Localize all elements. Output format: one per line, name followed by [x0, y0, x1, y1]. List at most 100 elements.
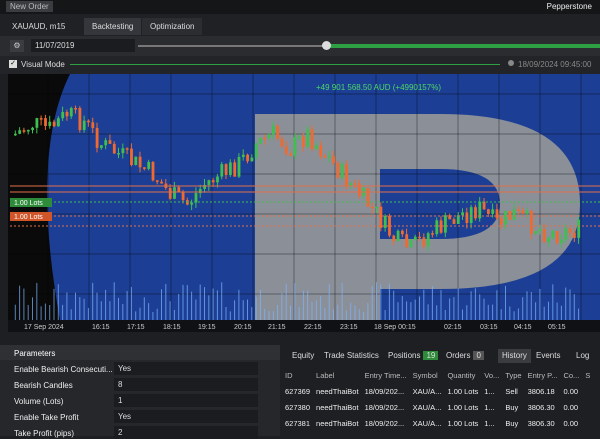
candle-body	[155, 180, 159, 182]
candle-body	[439, 220, 443, 233]
candle-body	[306, 129, 310, 147]
candle-body	[499, 218, 503, 225]
candle-body	[69, 107, 73, 117]
cell: Buy	[505, 402, 519, 412]
result-tab[interactable]: History	[498, 349, 531, 363]
candle-body	[392, 235, 396, 242]
cell: 0.00	[563, 386, 579, 396]
candle-body	[284, 146, 288, 154]
candle-body	[375, 206, 378, 209]
candle-body	[495, 209, 499, 219]
param-value[interactable]: 1	[114, 394, 258, 407]
candle-body	[220, 164, 224, 177]
candle-body	[370, 206, 374, 209]
candle-body	[48, 121, 52, 126]
param-name: Bearish Candles	[14, 381, 73, 390]
x-tick-label: 02:15	[444, 324, 462, 331]
candle-body	[530, 211, 533, 234]
x-tick-label: 03:15	[480, 324, 498, 331]
candle-body	[78, 108, 82, 131]
table-row[interactable]: 627369 needThaiBot 18/09/202... XAU/A... 1.0…	[282, 383, 593, 399]
progress-line	[70, 64, 500, 65]
result-tab[interactable]: Log	[576, 351, 590, 360]
x-tick-label: 05:15	[548, 324, 566, 331]
x-tick-label: 16:15	[92, 324, 110, 331]
cell: 627380	[285, 402, 311, 412]
candle-body	[469, 207, 473, 224]
candle-body	[426, 233, 430, 247]
candle-body	[302, 136, 305, 147]
candle-body	[577, 219, 581, 238]
candle-body	[198, 188, 202, 194]
candle-body	[125, 148, 129, 150]
candle-body	[340, 164, 344, 178]
candle-body	[482, 201, 486, 210]
candle-body	[117, 153, 120, 155]
candle-body	[168, 187, 172, 199]
candle-body	[143, 167, 146, 169]
header-cell: Vo...	[484, 370, 500, 380]
visual-mode-label: Visual Mode	[21, 60, 65, 69]
header-cell: Quantity	[447, 370, 476, 380]
param-value[interactable]: Yes	[114, 410, 258, 423]
candle-body	[276, 125, 280, 139]
candle-body	[224, 164, 228, 175]
date-input[interactable]: 11/07/2019	[31, 39, 135, 52]
candle-body	[418, 236, 421, 239]
result-tab[interactable]: Events	[536, 351, 561, 360]
candle-body	[100, 145, 103, 148]
cell: 3806.30	[527, 402, 555, 412]
candle-body	[345, 164, 348, 186]
table-row[interactable]: 627380 needThaiBot 18/09/202... XAU/A... 1.0…	[282, 399, 593, 415]
result-tab[interactable]: Orders 0	[442, 349, 488, 363]
profit-label: +49 901 568.50 AUD (+4990157%)	[316, 83, 441, 92]
candle-body	[14, 133, 17, 136]
candle-body	[504, 210, 507, 225]
header-cell: S	[585, 370, 591, 380]
candle-body	[388, 215, 391, 236]
candle-body	[229, 162, 232, 175]
candle-body	[87, 120, 90, 123]
toolbar: ⚙ 11/07/2019	[0, 36, 600, 56]
x-axis-bg	[8, 320, 600, 332]
candle-body	[82, 120, 86, 131]
slider-thumb[interactable]	[322, 41, 331, 50]
candle-body	[35, 118, 39, 128]
tab[interactable]: Optimization	[142, 18, 203, 35]
checkbox[interactable]: ✓	[9, 60, 17, 68]
table-row[interactable]: 627381 needThaiBot 18/09/202... XAU/A... 1.0…	[282, 415, 593, 431]
candle-body	[237, 157, 241, 177]
candle-body	[194, 193, 198, 203]
param-value[interactable]: Yes	[114, 362, 258, 375]
candle-body	[173, 187, 176, 199]
new-order-button[interactable]: New Order	[6, 1, 53, 12]
candle-body	[560, 239, 563, 243]
lot-label-bg	[10, 198, 52, 207]
candle-body	[401, 230, 404, 235]
cell: 3806.18	[527, 386, 555, 396]
candle-body	[160, 181, 163, 184]
result-tab[interactable]: Positions 19	[384, 349, 442, 363]
cell: 1...	[484, 386, 495, 396]
result-tab[interactable]: Trade Statistics	[324, 351, 379, 360]
x-tick-label: 21:15	[268, 324, 286, 331]
settings-icon[interactable]: ⚙	[10, 40, 24, 52]
tab[interactable]: Backtesting	[84, 18, 142, 35]
header-cell: Entry Time...	[364, 370, 407, 380]
result-tab[interactable]: Equity	[292, 351, 315, 360]
lot-label: 1.00 Lots	[14, 200, 43, 207]
candle-body	[327, 156, 331, 158]
candle-body	[405, 234, 409, 248]
param-value[interactable]: 2	[114, 426, 258, 439]
param-value[interactable]: 8	[114, 378, 258, 391]
symbol-tab[interactable]: XAUAUD, m15	[4, 18, 74, 35]
candle-body	[74, 107, 77, 110]
param-name: Take Profit (pips)	[14, 429, 75, 438]
candle-body	[444, 215, 447, 233]
lot-label-bg	[10, 212, 52, 221]
param-name: Enable Bearish Consecuti...	[14, 365, 113, 374]
candle-body	[263, 137, 267, 140]
header-cell: Entry P...	[527, 370, 558, 380]
history-table: ID Label Entry Time... Symbol Quantity Vo... T…	[282, 367, 593, 431]
candle-body	[521, 210, 525, 214]
